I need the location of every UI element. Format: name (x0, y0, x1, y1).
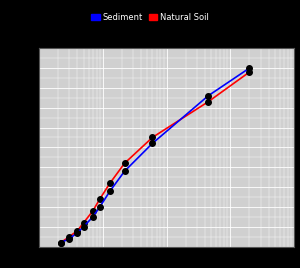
Legend: Sediment, Natural Soil: Sediment, Natural Soil (88, 10, 212, 25)
